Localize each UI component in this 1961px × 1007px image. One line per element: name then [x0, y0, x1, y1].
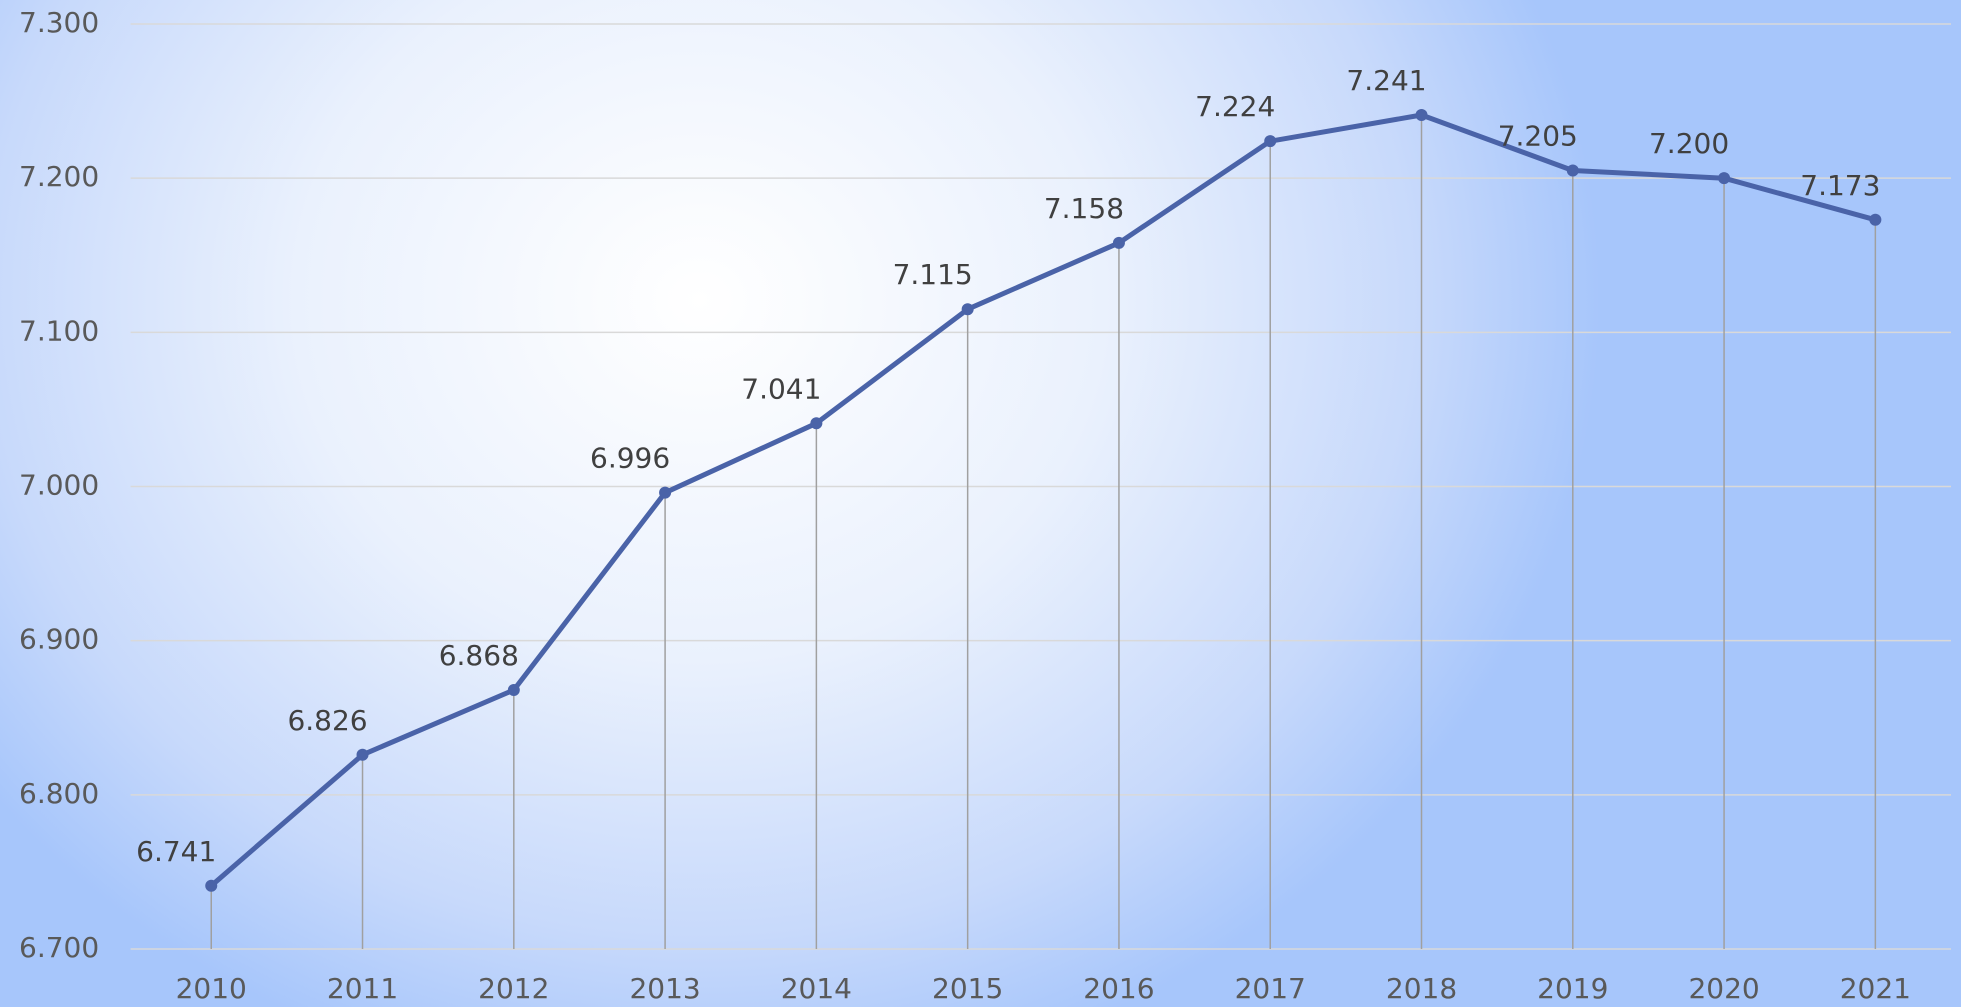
data-label: 7.173	[1800, 169, 1880, 202]
data-label: 6.996	[590, 442, 670, 475]
data-label: 6.868	[439, 639, 519, 672]
x-tick-label: 2015	[932, 972, 1003, 1005]
x-tick-label: 2016	[1083, 972, 1154, 1005]
series-line	[209, 112, 1877, 888]
marker	[1718, 172, 1731, 185]
data-label: 7.041	[741, 372, 821, 405]
marker	[356, 748, 369, 761]
y-tick-label: 6.900	[19, 623, 99, 656]
data-label: 7.224	[1195, 90, 1275, 123]
data-label: 7.200	[1649, 127, 1729, 160]
data-label: 7.241	[1346, 64, 1426, 97]
x-tick-label: 2011	[327, 972, 398, 1005]
marker	[1264, 135, 1277, 148]
x-tick-label: 2013	[629, 972, 700, 1005]
x-tick-label: 2017	[1235, 972, 1306, 1005]
y-tick-label: 6.700	[19, 931, 99, 964]
y-tick-label: 7.000	[19, 469, 99, 502]
x-tick-label: 2010	[176, 972, 247, 1005]
y-tick-label: 6.800	[19, 777, 99, 810]
marker	[810, 417, 823, 430]
x-tick-label: 2019	[1537, 972, 1608, 1005]
x-tick-label: 2021	[1840, 972, 1911, 1005]
marker	[961, 303, 974, 316]
marker	[507, 684, 520, 696]
marker	[1566, 164, 1579, 177]
marker	[1869, 213, 1882, 226]
x-tick-label: 2020	[1688, 972, 1759, 1005]
y-tick-label: 7.200	[19, 160, 99, 193]
marker	[205, 879, 218, 892]
x-tick-label: 2014	[781, 972, 852, 1005]
x-tick-label: 2012	[478, 972, 549, 1005]
marker	[1112, 236, 1125, 249]
marker	[1415, 108, 1428, 121]
data-label: 6.741	[136, 835, 216, 868]
y-tick-label: 7.300	[19, 6, 99, 39]
data-label: 6.826	[287, 704, 367, 737]
data-label: 7.158	[1044, 192, 1124, 225]
data-label: 7.205	[1498, 119, 1578, 152]
x-tick-label: 2018	[1386, 972, 1457, 1005]
y-tick-label: 7.100	[19, 314, 99, 347]
data-label: 7.115	[893, 258, 973, 291]
marker	[659, 486, 672, 499]
